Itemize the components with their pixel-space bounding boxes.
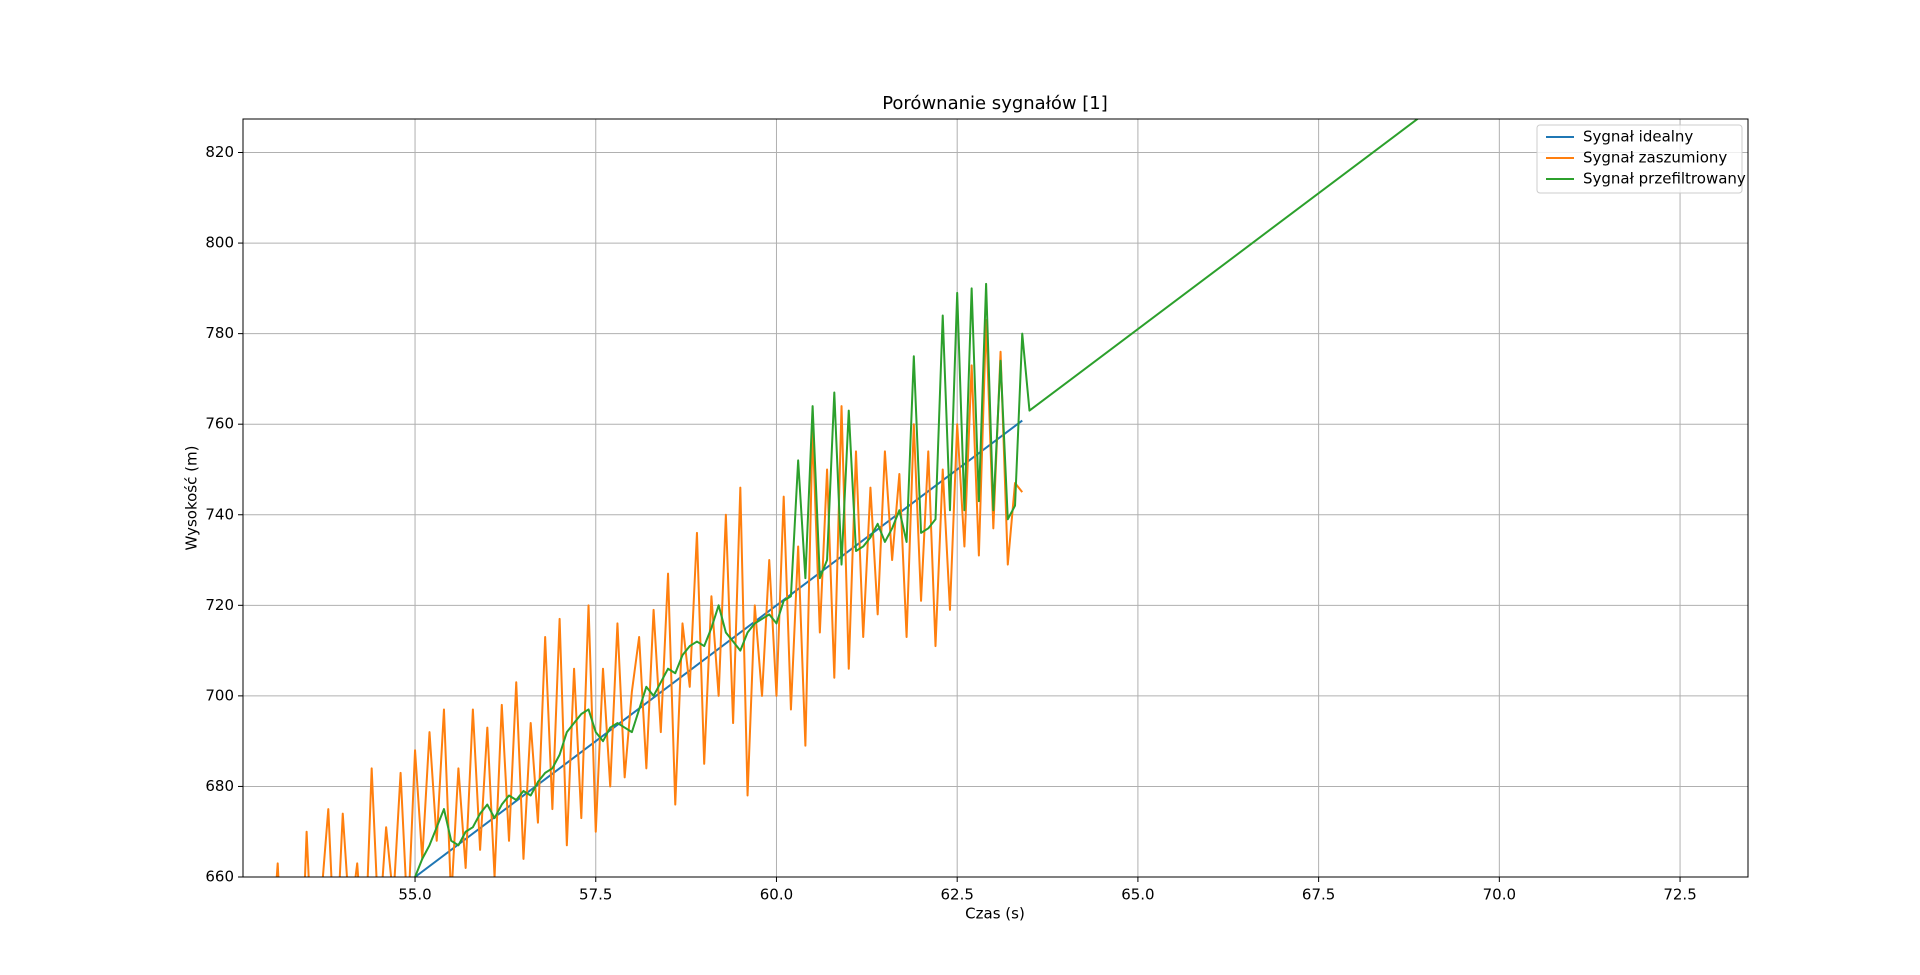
x-tick-label: 60.0 [760, 886, 793, 904]
x-tick-label: 67.5 [1302, 886, 1335, 904]
x-tick-label: 72.5 [1663, 886, 1696, 904]
y-tick-label: 700 [205, 686, 234, 704]
ticks: 55.0 57.5 60.0 62.5 65.0 67.5 70.0 72.5 660 680 70… [205, 143, 1696, 903]
y-tick-label: 740 [205, 505, 234, 523]
y-axis-label: Wysokość (m) [183, 446, 201, 551]
y-tick-label: 660 [205, 868, 234, 886]
chart-title: Porównanie sygnałów [1] [882, 93, 1108, 114]
y-tick-label: 820 [205, 143, 234, 161]
x-tick-label: 70.0 [1483, 886, 1516, 904]
x-axis-label: Czas (s) [965, 905, 1025, 923]
legend-label: Sygnał idealny [1583, 128, 1693, 146]
y-tick-label: 720 [205, 596, 234, 614]
legend-label: Sygnał przefiltrowany [1583, 170, 1746, 188]
x-tick-label: 57.5 [579, 886, 612, 904]
axes-frame [242, 118, 1749, 878]
legend: Sygnał idealny Sygnał zaszumiony Sygnał pr… [1536, 124, 1746, 194]
x-tick-label: 62.5 [940, 886, 973, 904]
plot-area [275, 119, 1420, 877]
y-tick-label: 800 [205, 234, 234, 252]
legend-label: Sygnał zaszumiony [1583, 149, 1727, 167]
series-line [414, 119, 1420, 877]
y-tick-label: 780 [205, 324, 234, 342]
y-tick-label: 680 [205, 777, 234, 795]
legend-box [1536, 124, 1743, 194]
series-line [275, 319, 1024, 877]
x-tick-label: 55.0 [398, 886, 431, 904]
y-tick-label: 760 [205, 415, 234, 433]
x-tick-label: 65.0 [1121, 886, 1154, 904]
